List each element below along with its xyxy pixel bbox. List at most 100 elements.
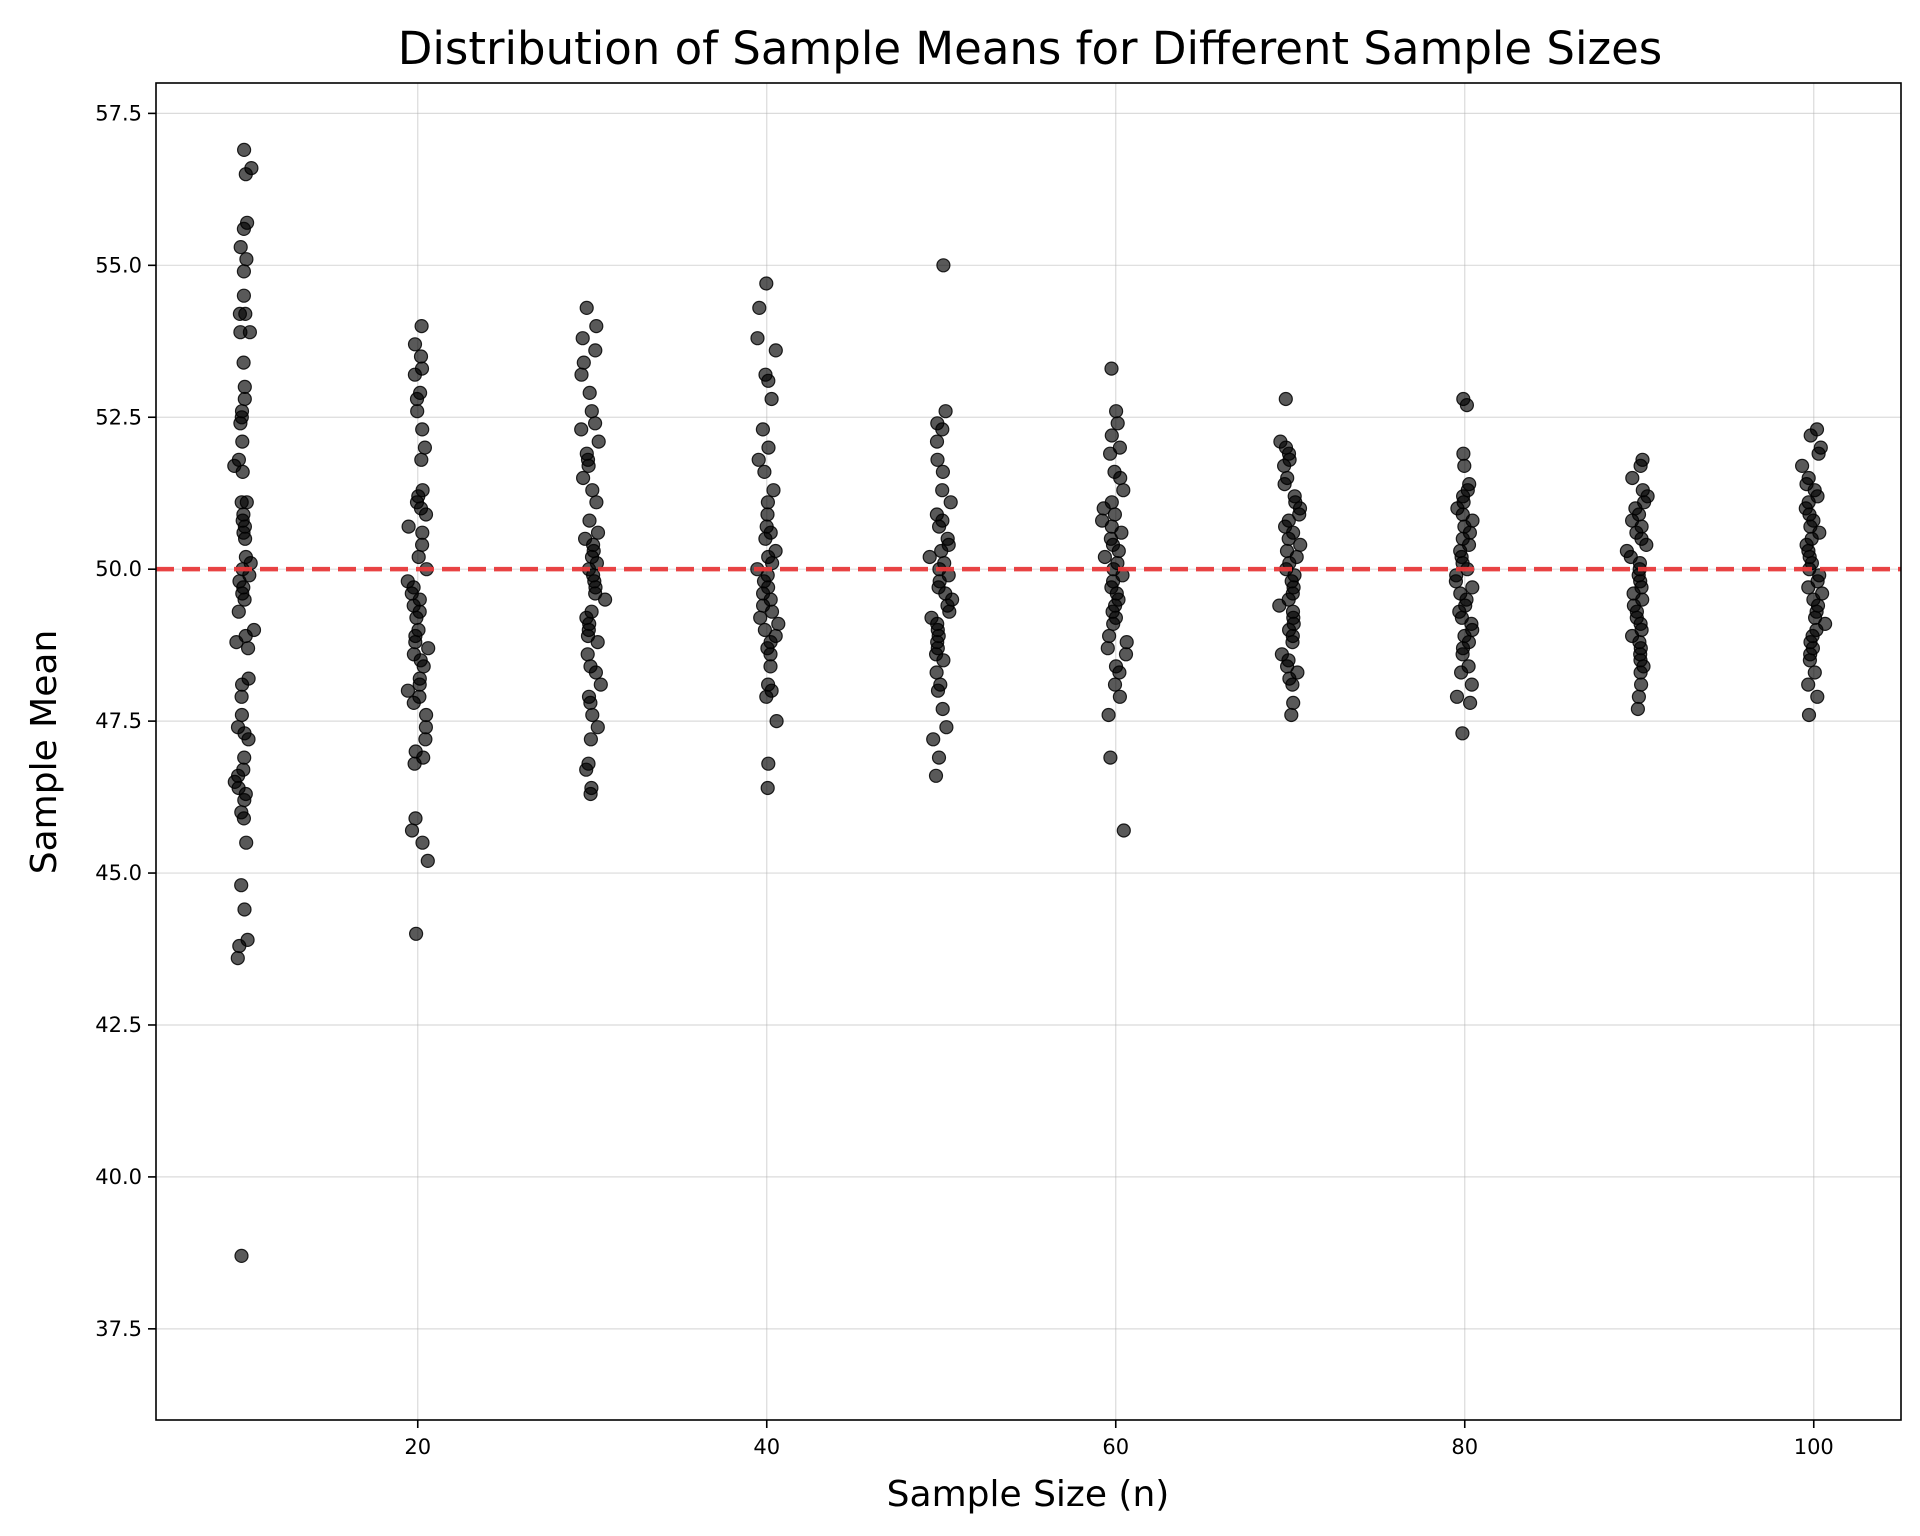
data-point [235, 434, 250, 449]
data-point [235, 677, 250, 692]
data-point [1633, 665, 1648, 680]
data-point [420, 853, 435, 869]
data-point [233, 416, 248, 431]
data-point [237, 792, 252, 808]
data-point [931, 750, 947, 765]
data-point [242, 325, 257, 340]
data-point [760, 780, 775, 796]
y-tick-label: 45.0 [95, 861, 142, 885]
data-point [1116, 483, 1131, 498]
data-point [407, 337, 423, 352]
data-point [418, 732, 433, 747]
data-point [760, 495, 776, 510]
data-point [1449, 689, 1465, 704]
x-tick-label: 100 [1794, 1435, 1834, 1459]
data-point [241, 641, 256, 656]
data-point [1276, 458, 1292, 473]
data-point [588, 665, 604, 680]
data-point [1459, 398, 1475, 413]
data-point [414, 319, 429, 334]
data-point [1107, 677, 1123, 692]
data-point [401, 519, 416, 534]
data-point [407, 756, 422, 771]
data-point [1108, 404, 1124, 419]
data-point [415, 835, 430, 850]
data-point [597, 592, 613, 607]
y-tick-label: 55.0 [95, 253, 142, 277]
data-point [757, 622, 773, 638]
data-point [1633, 458, 1648, 473]
data-point [231, 604, 246, 619]
data-point [935, 422, 950, 437]
data-point [417, 440, 432, 455]
data-point [764, 391, 779, 407]
data-point [758, 531, 773, 546]
data-point [1281, 531, 1296, 546]
data-points [227, 142, 1833, 1264]
data-point [764, 604, 780, 619]
y-tick-label: 42.5 [95, 1013, 142, 1037]
data-point [587, 416, 603, 431]
data-point [236, 221, 251, 236]
data-point [239, 252, 254, 267]
data-point [1465, 580, 1480, 595]
data-point [1106, 616, 1121, 632]
data-point [239, 835, 254, 850]
x-tick-label: 20 [404, 1435, 431, 1459]
data-point [1457, 458, 1472, 473]
data-point [761, 440, 776, 455]
data-point [1277, 477, 1292, 492]
data-point [931, 519, 947, 534]
data-point [415, 525, 430, 540]
data-point [412, 677, 427, 692]
data-point [237, 750, 252, 765]
data-point [579, 762, 594, 777]
data-point [939, 720, 954, 735]
data-point [926, 732, 941, 747]
data-point [234, 495, 249, 510]
data-point [936, 653, 951, 668]
data-point [241, 732, 256, 747]
data-point [1113, 470, 1128, 486]
data-point [1794, 458, 1810, 473]
data-point [1456, 446, 1471, 461]
data-point [234, 878, 249, 893]
y-tick-label: 52.5 [95, 405, 142, 429]
data-point [764, 555, 780, 571]
data-point [1102, 446, 1118, 461]
y-tick-label: 40.0 [95, 1165, 142, 1189]
data-point [1630, 701, 1646, 717]
data-point [1462, 695, 1478, 711]
data-point [238, 167, 253, 182]
data-point [576, 355, 591, 370]
data-point [759, 689, 774, 704]
data-point [582, 385, 597, 400]
data-point [938, 404, 953, 419]
data-point [1455, 647, 1470, 662]
data-point [419, 707, 434, 723]
data-point [1097, 549, 1113, 565]
data-point [237, 379, 252, 394]
data-point [766, 483, 781, 498]
data-point [1278, 391, 1293, 407]
data-point [1803, 428, 1818, 443]
data-point [237, 902, 252, 917]
data-point [237, 391, 252, 407]
data-point [1107, 507, 1123, 522]
data-point [750, 331, 765, 346]
data-point [1112, 689, 1128, 704]
data-point [757, 464, 772, 479]
data-point [1103, 750, 1118, 765]
data-point [236, 288, 251, 303]
plot-frame [155, 82, 1902, 1421]
data-point [408, 811, 423, 826]
y-axis-label: Sample Mean [24, 630, 65, 875]
data-point [580, 647, 595, 662]
data-point [1293, 537, 1308, 553]
y-tick-label: 57.5 [95, 101, 142, 125]
data-point [751, 452, 766, 467]
data-point [1116, 823, 1131, 838]
data-point [575, 470, 591, 486]
data-point [1285, 677, 1300, 692]
data-point [1284, 707, 1299, 723]
